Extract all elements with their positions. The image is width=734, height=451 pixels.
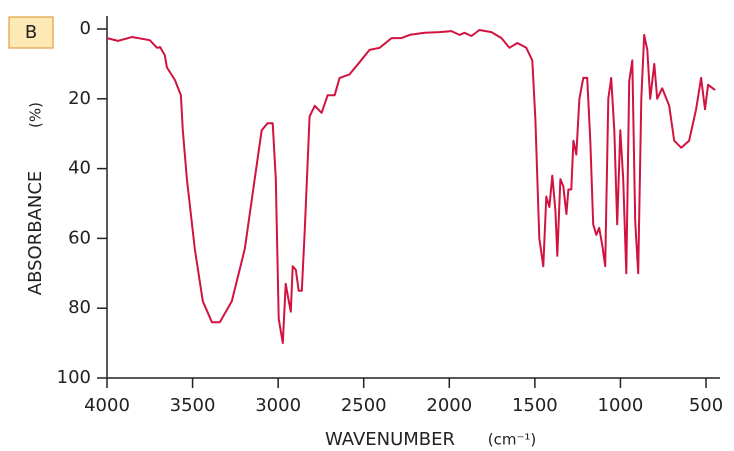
x-tick-label: 3500 [170,395,216,416]
y-tick-label: 60 [68,227,91,248]
x-tick-label: 1000 [598,395,644,416]
x-tick-label: 2000 [426,395,472,416]
x-tick-label: 3000 [255,395,301,416]
x-tick-label: 2500 [341,395,387,416]
x-tick-label: 4000 [84,395,130,416]
x-tick-label: 500 [689,395,723,416]
y-axis-unit: (%) [27,102,45,128]
label-box [8,16,54,49]
y-tick-label: 20 [68,88,91,109]
y-tick-label: 80 [68,297,91,318]
y-axis-label: ABSORBANCE [25,171,46,296]
panel-label: B [25,22,37,43]
y-tick-label: 40 [68,158,91,179]
x-tick-label: 1500 [512,395,558,416]
y-axis-title: ABSORBANCE (%) [25,102,46,295]
x-axis-unit: (cm⁻¹) [488,431,537,449]
spectrum-line [106,29,716,345]
x-axis-label: WAVENUMBER [325,429,455,450]
y-tick-label: 100 [57,367,91,388]
y-tick-label: 0 [80,18,91,39]
